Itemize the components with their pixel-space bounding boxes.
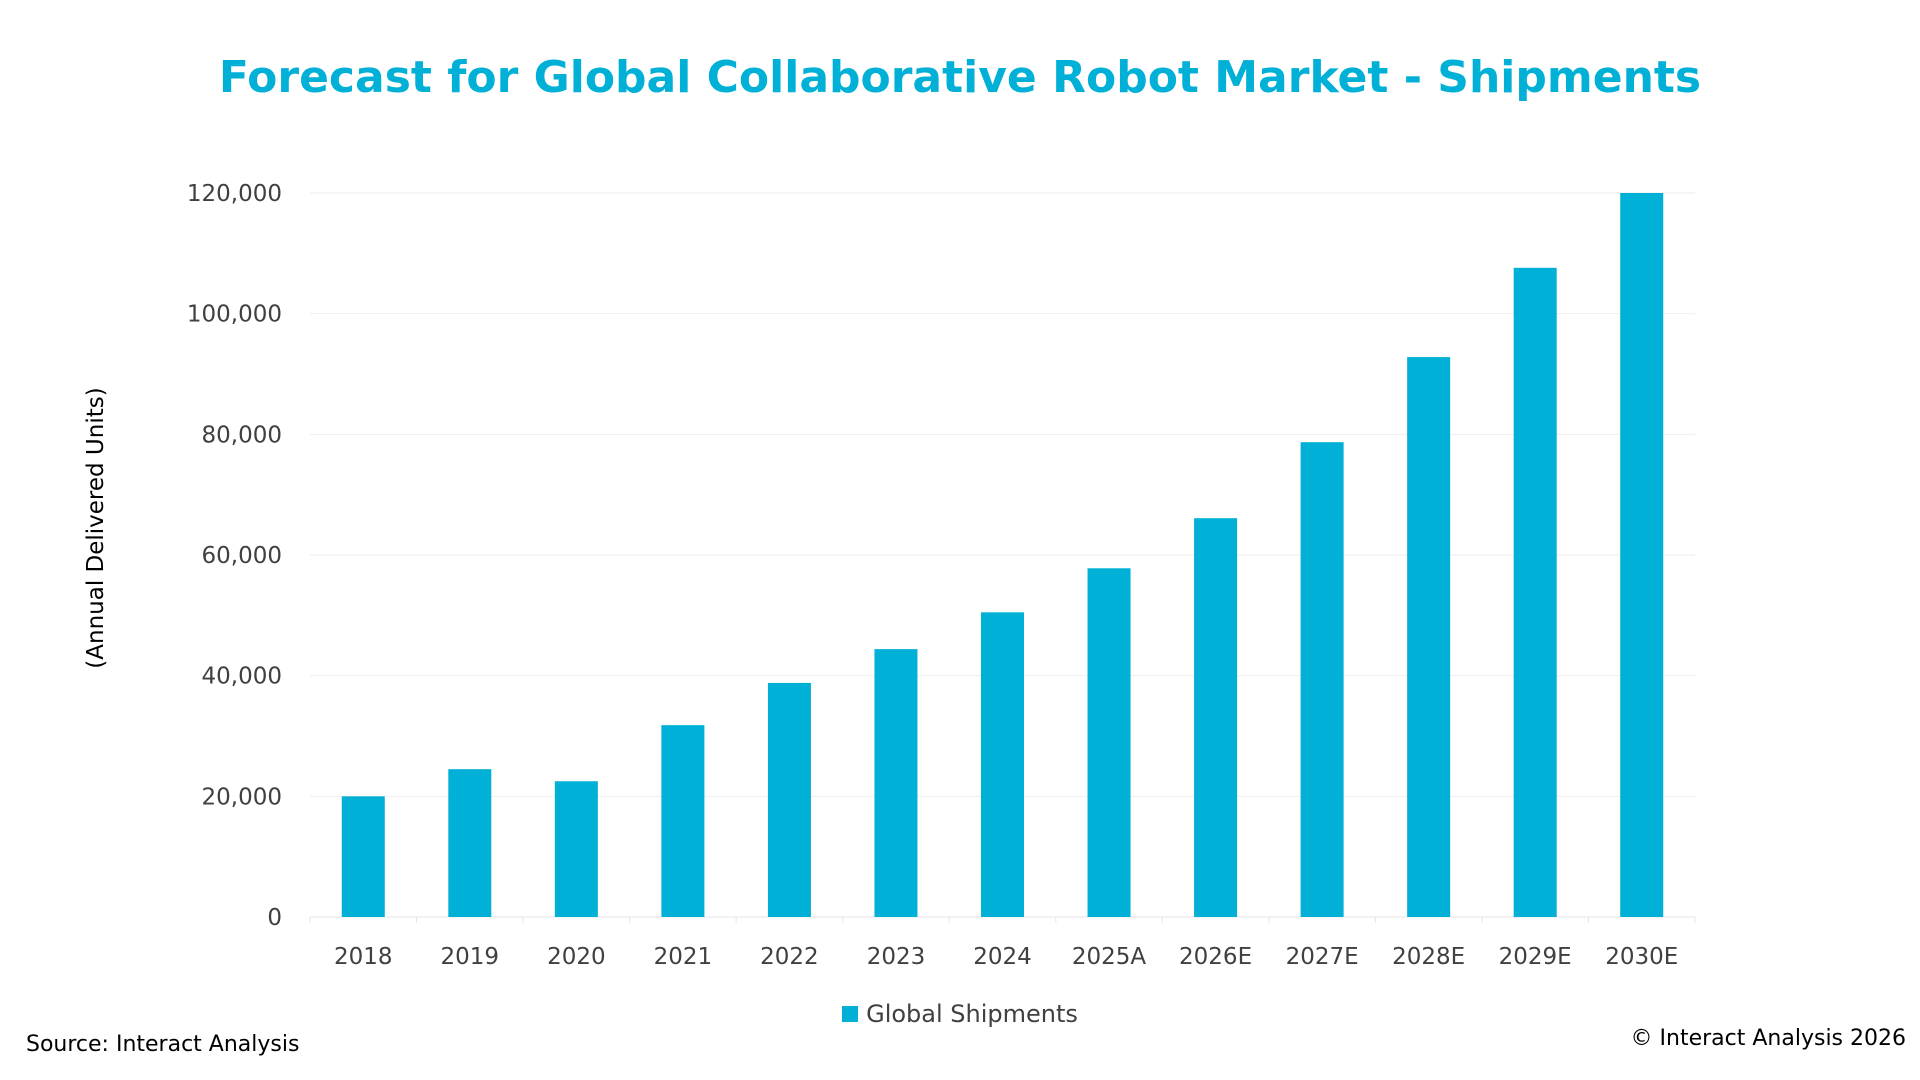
y-tick-label: 80,000: [202, 422, 282, 448]
y-tick-label: 120,000: [187, 181, 282, 207]
x-tick-label: 2026E: [1179, 944, 1252, 970]
chart-title: Forecast for Global Collaborative Robot …: [218, 52, 1702, 103]
x-tick-label: 2023: [867, 944, 926, 970]
y-tick-label: 100,000: [187, 302, 282, 328]
x-tick-label: 2019: [441, 944, 500, 970]
y-tick-label: 40,000: [202, 664, 282, 690]
legend: Global Shipments: [0, 1000, 1920, 1028]
bar-2028E: [1407, 357, 1451, 917]
x-tick-label: 2022: [760, 944, 819, 970]
y-tick-label: 60,000: [202, 543, 282, 569]
x-tick-label: 2027E: [1286, 944, 1359, 970]
bar-2020: [554, 781, 598, 917]
x-tick-label: 2021: [654, 944, 713, 970]
x-tick-label: 2029E: [1499, 944, 1572, 970]
y-axis: 0 20,000 40,000 60,000 80,000 100,000 120,000: [187, 181, 282, 931]
bar-2026E: [1194, 518, 1238, 917]
bar-2023: [874, 649, 918, 917]
bar-2019: [448, 769, 492, 917]
x-tick-label: 2030E: [1605, 944, 1678, 970]
legend-swatch: [842, 1006, 859, 1022]
bar-2024: [981, 612, 1024, 917]
y-tick-label: 0: [267, 905, 282, 931]
y-axis-title: (Annual Delivered Units): [83, 387, 109, 668]
bars: [341, 193, 1664, 917]
bar-2029E: [1513, 267, 1557, 917]
x-tick-label: 2020: [547, 944, 606, 970]
x-tick-label: 2025A: [1072, 944, 1147, 970]
bar-2030E: [1620, 193, 1664, 917]
source-note: Source: Interact Analysis: [26, 1032, 300, 1057]
bar-2021: [661, 725, 705, 917]
x-tick-label: 2028E: [1392, 944, 1465, 970]
x-tick-label: 2024: [973, 944, 1032, 970]
copyright-note: © Interact Analysis 2026: [1630, 1026, 1906, 1051]
bar-2018: [341, 796, 385, 917]
bar-2027E: [1300, 442, 1344, 917]
x-tick-label: 2018: [334, 944, 393, 970]
x-axis: 2018 2019 2020 2021 2022 2023 2024 2025A 2026E 20…: [309, 917, 1696, 970]
y-tick-label: 20,000: [202, 784, 282, 810]
bar-2022: [767, 682, 811, 917]
legend-label: Global Shipments: [866, 1000, 1078, 1028]
bar-2025A: [1087, 568, 1131, 917]
